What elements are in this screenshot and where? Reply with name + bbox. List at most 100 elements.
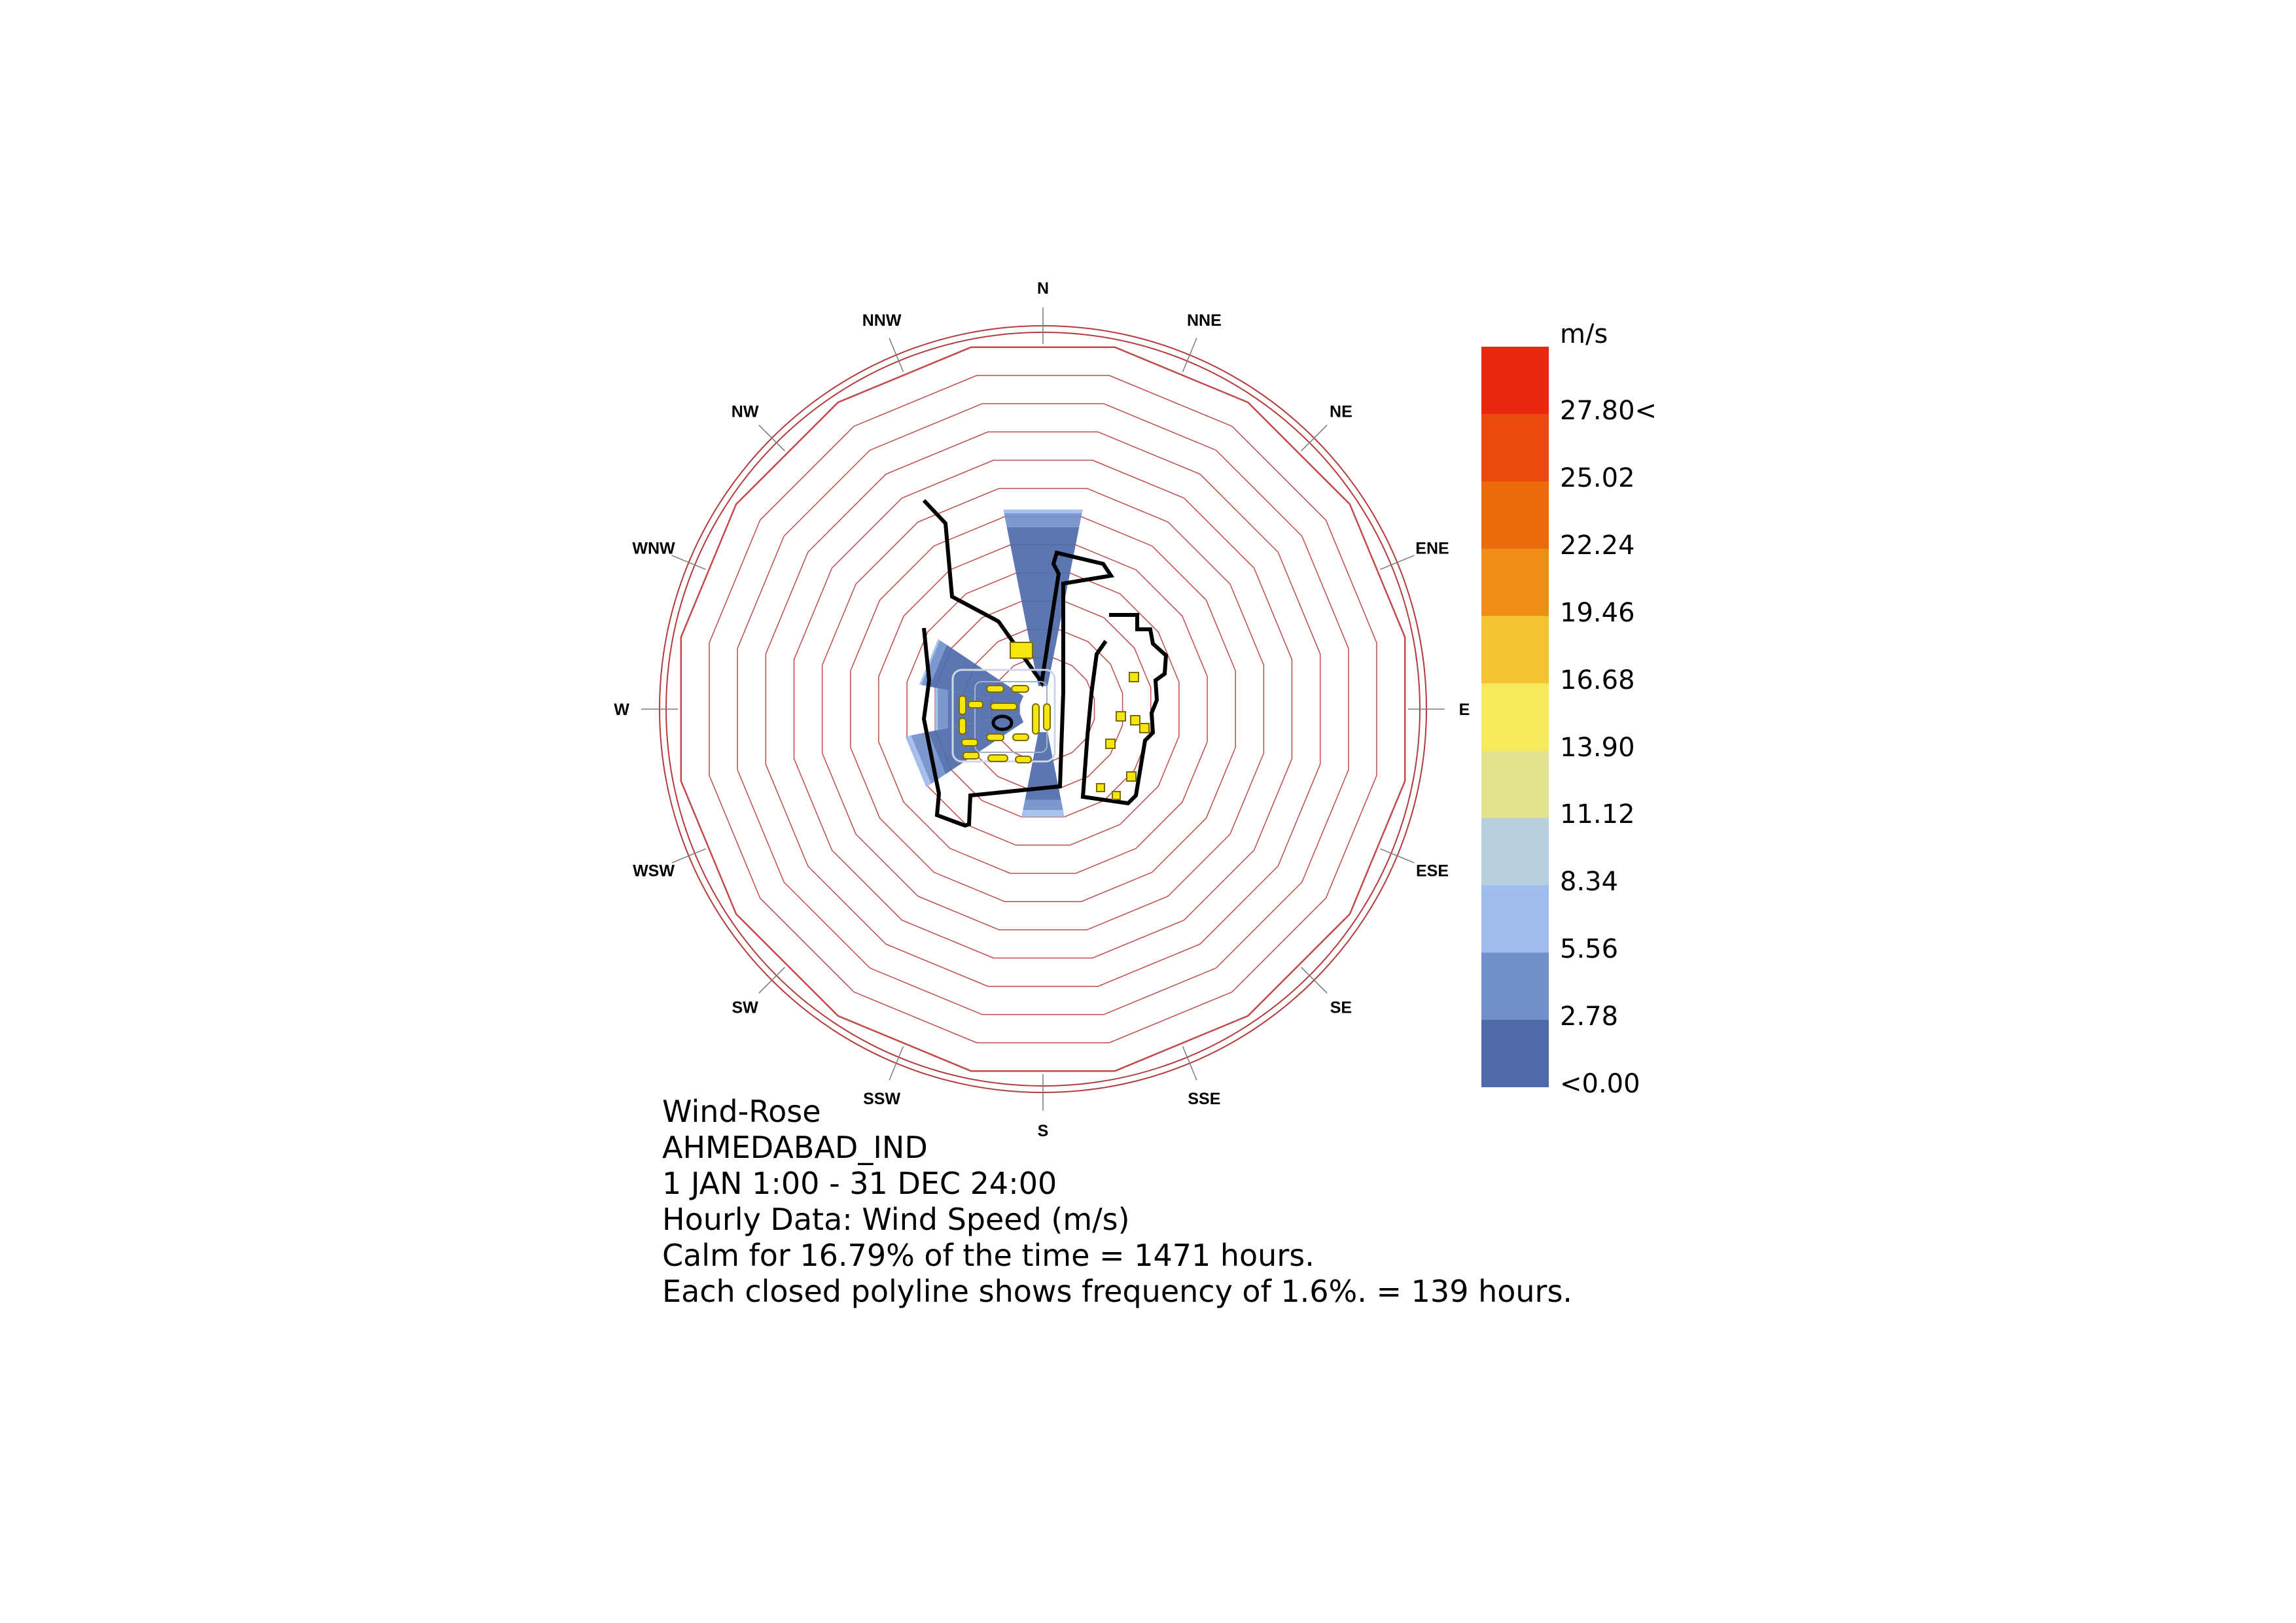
building [1032,703,1040,735]
direction-label-W: W [614,701,629,719]
petal-WSW-band-3 [905,735,931,788]
spoke-SSW [889,1046,904,1081]
legend-label-1: 25.02 [1560,462,1635,493]
direction-label-SW: SW [732,998,758,1017]
frequency-ring-10 [737,403,1349,1015]
building [959,695,966,715]
building [1096,783,1105,792]
petal-S-band-1 [1025,732,1061,800]
legend-label-8: 5.56 [1560,934,1619,965]
direction-label-NE: NE [1330,403,1352,421]
building [968,701,983,708]
frequency-ring-12 [680,346,1406,1072]
site-oval [991,714,1014,731]
building [1129,672,1139,682]
legend-label-7: 8.34 [1560,867,1619,898]
frequency-ring-4 [906,572,1180,846]
direction-label-WNW: WNW [632,540,675,558]
building [1130,715,1140,725]
spoke-WSW [671,848,706,864]
frequency-ring-9 [765,431,1321,987]
legend-title: m/s [1560,319,1608,349]
legend-swatch-2 [1481,481,1549,550]
spoke-SSE [1182,1046,1197,1081]
spoke-WNW [671,555,706,570]
spoke-NE [1301,425,1328,451]
caption-period: 1 JAN 1:00 - 31 DEC 24:00 [662,1166,1057,1201]
spoke-NNW [889,338,904,372]
chart-caption: Wind-Rose AHMEDABAD_IND 1 JAN 1:00 - 31 … [662,1094,1572,1310]
spoke-ENE [1380,555,1415,570]
petal-N-band-3 [1003,510,1083,514]
direction-label-SSE: SSE [1188,1090,1220,1108]
caption-calm: Calm for 16.79% of the time = 1471 hours… [662,1238,1315,1273]
direction-label-E: E [1459,701,1470,719]
building [963,752,980,759]
building [1010,642,1033,659]
spoke-SW [758,967,785,994]
frequency-ring-5 [878,544,1208,874]
speed-legend [1481,347,1549,1087]
legend-swatch-7 [1481,818,1549,886]
caption-location: AHMEDABAD_IND [662,1130,928,1165]
legend-swatch-10 [1481,1020,1549,1087]
spoke-SE [1301,967,1328,994]
legend-swatch-5 [1481,683,1549,751]
direction-label-SSW: SSW [863,1090,900,1108]
building [986,733,1004,741]
legend-label-4: 16.68 [1560,665,1635,695]
building [1043,703,1051,731]
caption-ring-frequency: Each closed polyline shows frequency of … [662,1274,1573,1309]
direction-label-NNW: NNW [862,311,902,330]
building [1126,771,1137,782]
legend-label-5: 13.90 [1560,732,1635,763]
petal-N-band-2 [1004,513,1082,527]
building [1112,791,1121,800]
petal-WSW-band-2 [911,731,946,784]
direction-label-NW: NW [732,403,759,421]
petal-S-band-3 [1021,810,1065,817]
site-buildings [959,642,1150,800]
direction-label-N: N [1037,279,1049,298]
caption-title: Wind-Rose [662,1094,821,1129]
frequency-ring-7 [821,487,1265,931]
spoke-NW [758,425,785,451]
site-plan-overlay [921,498,1169,828]
direction-label-SE: SE [1330,998,1352,1017]
direction-label-ESE: ESE [1416,862,1449,880]
caption-data-type: Hourly Data: Wind Speed (m/s) [662,1202,1130,1237]
legend-swatch-3 [1481,548,1549,617]
legend-swatch-9 [1481,952,1549,1021]
legend-label-2: 22.24 [1560,530,1635,561]
frequency-ring-11 [709,375,1377,1043]
legend-swatch-8 [1481,885,1549,953]
building [1105,739,1116,749]
direction-label-S: S [1038,1122,1049,1140]
direction-label-NNE: NNE [1187,311,1222,330]
building [1012,733,1029,741]
legend-swatch-6 [1481,750,1549,818]
legend-label-10: <0.00 [1560,1069,1640,1099]
petal-WNW-band-3 [919,638,940,685]
direction-labels: N NNE NE ENE E ESE SE SSE S SSW SW WSW W WNW NW NNW [614,279,1470,1140]
building [986,685,1004,693]
petal-W-band-3 [935,688,938,731]
legend-swatch-4 [1481,616,1549,684]
direction-label-ENE: ENE [1415,540,1449,558]
direction-spokes [641,307,1445,1111]
spoke-NNE [1182,338,1197,372]
site-outline-east [1080,613,1169,806]
legend-swatch-1 [1481,413,1549,482]
building [1011,685,1029,693]
building [990,703,1017,710]
building [1139,723,1150,733]
petal-S-band-2 [1023,799,1063,811]
legend-label-0: 27.80< [1560,395,1657,426]
spoke-ESE [1380,848,1415,864]
building [959,718,966,735]
petal-W-band-2 [938,688,948,730]
building [1116,711,1126,722]
petal-N-band-1 [1006,527,1080,686]
legend-label-3: 19.46 [1560,597,1635,628]
